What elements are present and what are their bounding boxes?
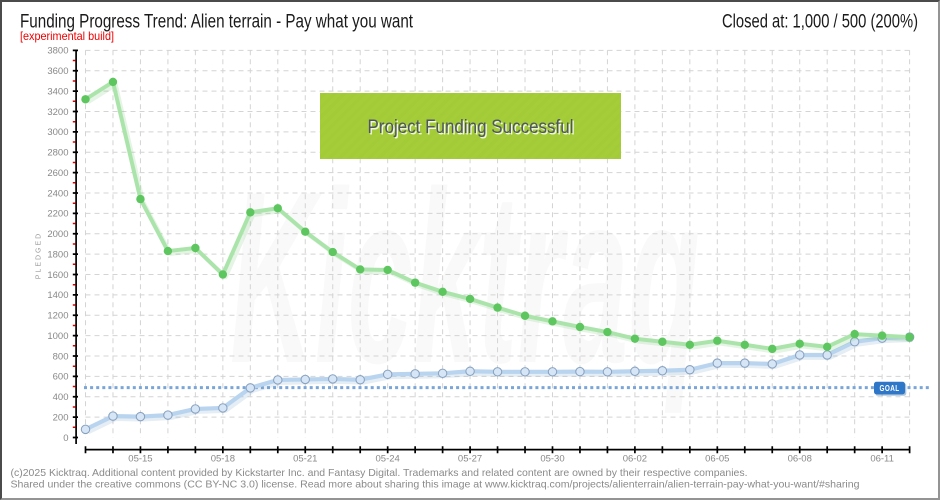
svg-text:2800: 2800: [47, 148, 68, 159]
svg-text:3200: 3200: [47, 107, 68, 118]
svg-text:05-30: 05-30: [540, 454, 564, 465]
svg-text:1400: 1400: [47, 290, 68, 301]
svg-text:0: 0: [63, 433, 68, 444]
svg-text:1000: 1000: [47, 331, 68, 342]
svg-text:2600: 2600: [47, 168, 68, 179]
svg-text:05-21: 05-21: [293, 454, 317, 465]
svg-text:PLEDGED: PLEDGED: [36, 232, 43, 279]
svg-text:200: 200: [53, 412, 69, 423]
svg-text:1600: 1600: [47, 270, 68, 281]
svg-text:600: 600: [53, 372, 69, 383]
svg-text:[experimental build]: [experimental build]: [20, 29, 114, 43]
svg-text:GOAL: GOAL: [880, 384, 900, 393]
svg-text:2400: 2400: [47, 188, 68, 199]
svg-text:1800: 1800: [47, 249, 68, 260]
svg-text:06-02: 06-02: [623, 454, 647, 465]
svg-text:800: 800: [53, 351, 69, 362]
svg-text:06-05: 06-05: [705, 454, 729, 465]
svg-text:05-27: 05-27: [458, 454, 482, 465]
svg-text:06-11: 06-11: [870, 454, 894, 465]
svg-text:3800: 3800: [47, 46, 68, 57]
svg-text:2200: 2200: [47, 209, 68, 220]
svg-text:3400: 3400: [47, 86, 68, 97]
svg-text:05-24: 05-24: [376, 454, 400, 465]
svg-text:Funding Progress Trend: Alien: Funding Progress Trend: Alien terrain - …: [20, 11, 414, 32]
svg-text:3600: 3600: [47, 66, 68, 77]
svg-text:2000: 2000: [47, 229, 68, 240]
svg-text:(c)2025 Kicktraq. Additional c: (c)2025 Kicktraq. Additional content pro…: [11, 468, 748, 479]
svg-text:05-18: 05-18: [211, 454, 235, 465]
svg-text:Kicktraq: Kicktraq: [230, 140, 700, 414]
svg-text:Closed at: 1,000 / 500 (200%): Closed at: 1,000 / 500 (200%): [722, 11, 918, 32]
svg-text:Project Funding Successful: Project Funding Successful: [368, 117, 574, 138]
svg-text:Shared under the creative comm: Shared under the creative commons (CC BY…: [11, 480, 860, 491]
svg-text:1200: 1200: [47, 311, 68, 322]
svg-text:Project Funding Successful: Project Funding Successful: [369, 118, 575, 139]
svg-text:3000: 3000: [47, 127, 68, 138]
svg-text:05-15: 05-15: [128, 454, 152, 465]
svg-text:06-08: 06-08: [788, 454, 812, 465]
svg-text:400: 400: [53, 392, 69, 403]
